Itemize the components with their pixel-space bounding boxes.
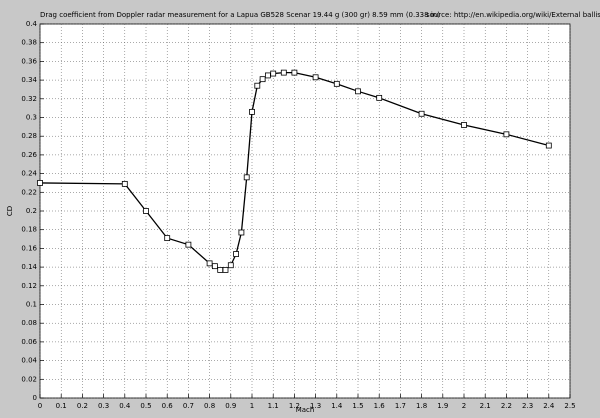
data-marker (217, 267, 224, 273)
x-tick-label: 0.5 (140, 402, 151, 410)
y-tick-label: 0.22 (21, 188, 37, 196)
x-tick-label: 0.2 (77, 402, 88, 410)
y-tick-label: 0.12 (21, 282, 37, 290)
data-marker (249, 108, 255, 115)
y-tick-label: 0.36 (21, 57, 37, 65)
y-tick-label: 0.3 (26, 114, 37, 122)
x-tick-label: 2 (462, 402, 466, 410)
x-tick-label: 1.3 (310, 402, 321, 410)
data-line (39, 71, 549, 271)
data-marker (312, 74, 319, 81)
data-marker (259, 76, 266, 83)
x-tick-label: 1.1 (268, 402, 279, 410)
data-marker (376, 94, 383, 101)
chart-title: Drag coefficient from Doppler radar meas… (40, 11, 440, 19)
data-marker (461, 122, 467, 128)
y-tick-label: 0.1 (26, 301, 37, 309)
data-marker (227, 262, 234, 269)
y-tick-label: 0.08 (21, 319, 37, 327)
x-tick-label: 0.1 (56, 402, 67, 410)
y-tick-label: 0.26 (21, 151, 37, 159)
x-tick-label: 0.6 (162, 402, 174, 410)
x-axis-label: Mach (296, 406, 315, 414)
data-marker (264, 72, 271, 79)
x-tick-label: 2.5 (564, 402, 575, 410)
y-tick-label: 0 (33, 394, 37, 402)
x-tick-label: 2.4 (543, 402, 555, 410)
data-marker (270, 70, 277, 77)
data-marker (280, 69, 287, 76)
data-marker (238, 229, 245, 236)
y-tick-label: 0.02 (21, 375, 37, 383)
data-marker (545, 142, 552, 149)
data-marker (206, 260, 213, 267)
x-tick-label: 1.5 (352, 402, 363, 410)
data-marker (222, 267, 229, 273)
x-tick-label: 0.7 (183, 402, 194, 410)
y-tick-label: 0.34 (21, 76, 37, 84)
data-marker (333, 80, 340, 87)
x-tick-label: 0 (38, 402, 42, 410)
data-marker (254, 82, 261, 89)
x-tick-label: 0.4 (119, 402, 131, 410)
x-tick-label: 1.2 (289, 402, 300, 410)
data-marker (143, 208, 149, 214)
y-axis-label: CD (6, 206, 14, 216)
x-tick-label: 2.3 (522, 402, 533, 410)
x-tick-label: 1.4 (331, 402, 343, 410)
x-tick-label: 1.6 (374, 402, 386, 410)
y-tick-label: 0.06 (21, 338, 37, 346)
y-tick-label: 0.4 (26, 20, 38, 28)
y-tick-label: 0.16 (21, 244, 37, 252)
x-tick-label: 1.8 (416, 402, 427, 410)
x-tick-label: 1.7 (395, 402, 406, 410)
data-marker (503, 131, 510, 138)
y-tick-label: 0.38 (21, 39, 37, 47)
data-marker (291, 69, 298, 76)
y-tick-label: 0.04 (21, 357, 37, 365)
x-tick-label: 2.2 (501, 402, 512, 410)
data-marker (185, 241, 192, 248)
data-marker (243, 174, 250, 181)
y-tick-label: 0.24 (21, 170, 37, 178)
data-marker (164, 235, 171, 242)
data-marker (355, 88, 361, 95)
chart-source: source: http://en.wikipedia.org/wiki/Ext… (426, 11, 600, 19)
data-marker (418, 110, 425, 117)
data-marker (121, 180, 128, 187)
x-tick-label: 0.9 (225, 402, 236, 410)
x-tick-label: 1.9 (437, 402, 448, 410)
data-marker (37, 180, 43, 186)
x-tick-label: 2.1 (480, 402, 491, 410)
y-tick-label: 0.32 (21, 95, 37, 103)
y-tick-label: 0.28 (21, 132, 37, 140)
data-marker (211, 263, 218, 270)
x-tick-label: 1 (250, 402, 254, 410)
y-tick-label: 0.18 (21, 226, 37, 234)
x-tick-label: 0.3 (98, 402, 109, 410)
y-tick-label: 0.2 (26, 207, 37, 215)
x-tick-label: 0.8 (204, 402, 215, 410)
data-marker (233, 251, 240, 257)
y-tick-label: 0.14 (21, 263, 37, 271)
